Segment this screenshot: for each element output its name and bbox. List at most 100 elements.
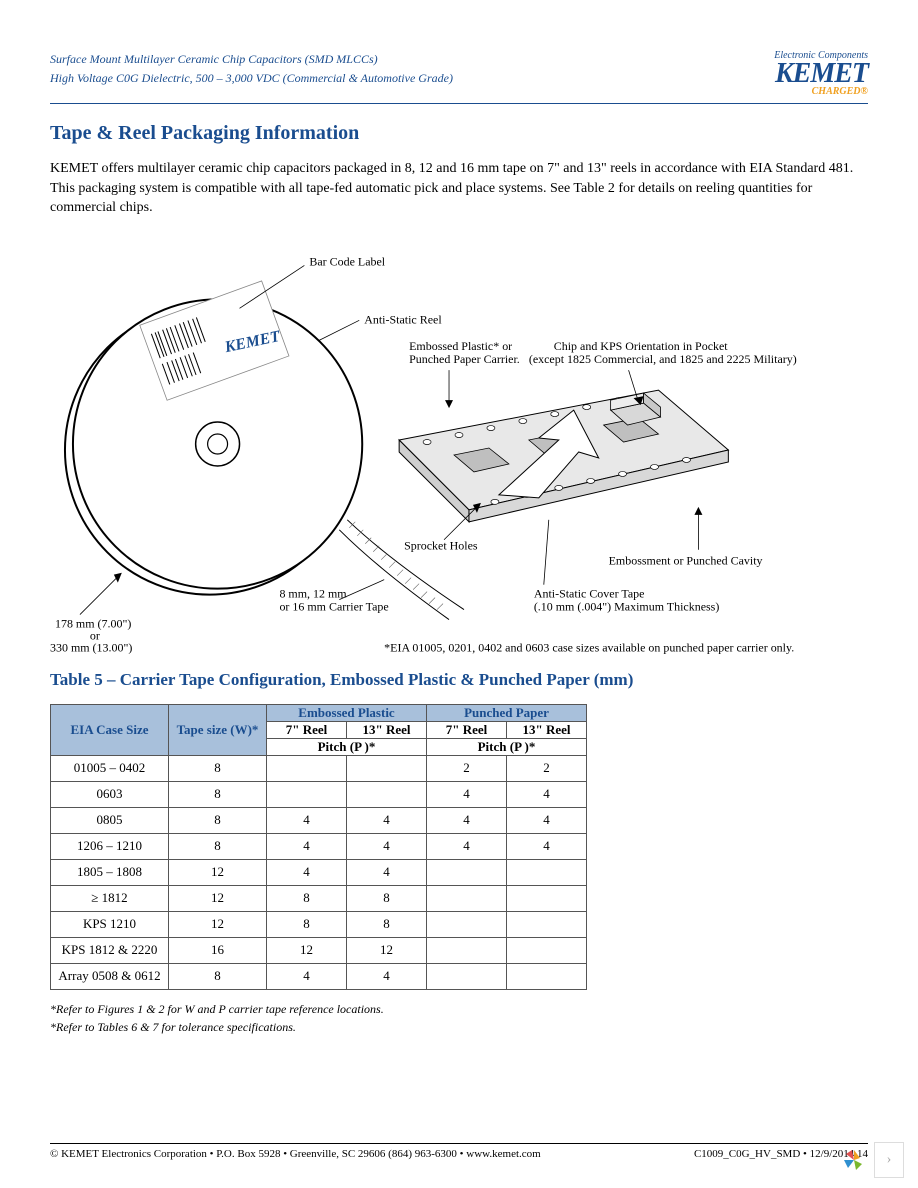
table-cell: [347, 755, 427, 781]
label-cover2: (.10 mm (.004") Maximum Thickness): [534, 600, 720, 614]
table-cell: 0603: [51, 781, 169, 807]
section-body: KEMET offers multilayer ceramic chip cap…: [50, 159, 868, 218]
table-cell: 8: [169, 833, 267, 859]
table-row: 1206 – 121084444: [51, 833, 587, 859]
carrier-tape-table: EIA Case Size Tape size (W)* Embossed Pl…: [50, 704, 587, 990]
table-cell: [347, 781, 427, 807]
table-cell: 1805 – 1808: [51, 859, 169, 885]
table-cell: 2: [507, 755, 587, 781]
table-cell: 8: [267, 885, 347, 911]
col-case: EIA Case Size: [51, 704, 169, 755]
header-right: Electronic Components KEMET CHARGED®: [774, 50, 868, 97]
page-header: Surface Mount Multilayer Ceramic Chip Ca…: [50, 50, 868, 104]
packaging-diagram: KEMET: [50, 230, 868, 660]
table-cell: 4: [347, 833, 427, 859]
label-carrier-type1: Embossed Plastic* or: [409, 339, 512, 353]
table-cell: 4: [347, 859, 427, 885]
label-carrier-type2: Punched Paper Carrier.: [409, 352, 520, 366]
table-cell: 12: [169, 885, 267, 911]
table-cell: 4: [507, 833, 587, 859]
table-row: KPS 12101288: [51, 911, 587, 937]
pager-logo-icon: [840, 1146, 868, 1174]
label-reel-size3: 330 mm (13.00"): [50, 640, 132, 654]
label-chip-orient2: (except 1825 Commercial, and 1825 and 22…: [529, 352, 797, 366]
grp-punched: Punched Paper: [427, 704, 587, 721]
table-cell: 4: [507, 781, 587, 807]
table-row: 06038 44: [51, 781, 587, 807]
table-cell: 4: [427, 833, 507, 859]
table-cell: 8: [347, 911, 427, 937]
sub-13reel-e: 13" Reel: [347, 721, 427, 738]
sub-pitch-e: Pitch (P )*: [267, 738, 427, 755]
table-cell: 8: [267, 911, 347, 937]
label-barcode: Bar Code Label: [309, 254, 385, 268]
table-cell: [507, 963, 587, 989]
table-cell: 8: [169, 781, 267, 807]
sub-7reel-p: 7" Reel: [427, 721, 507, 738]
table-cell: 4: [427, 807, 507, 833]
table-cell: [267, 781, 347, 807]
table-cell: 01005 – 0402: [51, 755, 169, 781]
table-cell: [507, 937, 587, 963]
table-cell: 12: [267, 937, 347, 963]
col-tape: Tape size (W)*: [169, 704, 267, 755]
table-cell: KPS 1210: [51, 911, 169, 937]
sub-13reel-p: 13" Reel: [507, 721, 587, 738]
table-cell: Array 0508 & 0612: [51, 963, 169, 989]
table-cell: [427, 937, 507, 963]
section-title: Tape & Reel Packaging Information: [50, 122, 868, 145]
brand-logo: KEMET: [774, 61, 868, 86]
table-cell: 12: [169, 859, 267, 885]
table-cell: 8: [169, 755, 267, 781]
table-cell: [427, 963, 507, 989]
header-line2: High Voltage C0G Dielectric, 500 – 3,000…: [50, 69, 453, 88]
table-footnotes: *Refer to Figures 1 & 2 for W and P carr…: [50, 1000, 868, 1036]
label-chip-orient1: Chip and KPS Orientation in Pocket: [554, 339, 729, 353]
table-cell: 8: [169, 807, 267, 833]
table-cell: 4: [267, 833, 347, 859]
table-cell: 1206 – 1210: [51, 833, 169, 859]
table-cell: 12: [347, 937, 427, 963]
table-cell: 4: [267, 859, 347, 885]
label-embossment: Embossment or Punched Cavity: [609, 554, 763, 568]
label-cover1: Anti-Static Cover Tape: [534, 587, 645, 601]
pager: ›: [840, 1142, 904, 1178]
table-cell: 0805: [51, 807, 169, 833]
table-cell: 16: [169, 937, 267, 963]
table-title: Table 5 – Carrier Tape Configuration, Em…: [50, 670, 868, 690]
table-row: KPS 1812 & 2220161212: [51, 937, 587, 963]
sub-7reel-e: 7" Reel: [267, 721, 347, 738]
table-cell: 4: [347, 963, 427, 989]
table-cell: 4: [427, 781, 507, 807]
table-cell: 4: [267, 807, 347, 833]
chevron-right-icon: ›: [887, 1152, 892, 1168]
label-tape1: 8 mm, 12 mm: [279, 587, 347, 601]
table-row: Array 0508 & 0612844: [51, 963, 587, 989]
table-cell: [267, 755, 347, 781]
footnote1: *Refer to Figures 1 & 2 for W and P carr…: [50, 1000, 868, 1018]
label-sprocket: Sprocket Holes: [404, 539, 478, 553]
footer-left: © KEMET Electronics Corporation • P.O. B…: [50, 1148, 541, 1160]
label-tape2: or 16 mm Carrier Tape: [279, 600, 388, 614]
table-cell: 2: [427, 755, 507, 781]
table-cell: KPS 1812 & 2220: [51, 937, 169, 963]
table-cell: 4: [267, 963, 347, 989]
diagram-footnote: *EIA 01005, 0201, 0402 and 0603 case siz…: [384, 640, 794, 654]
table-cell: 8: [347, 885, 427, 911]
page-footer: © KEMET Electronics Corporation • P.O. B…: [50, 1143, 868, 1160]
table-cell: [427, 885, 507, 911]
footnote2: *Refer to Tables 6 & 7 for tolerance spe…: [50, 1018, 868, 1036]
table-row: ≥ 18121288: [51, 885, 587, 911]
table-cell: [507, 885, 587, 911]
next-page-button[interactable]: ›: [874, 1142, 904, 1178]
table-cell: [427, 859, 507, 885]
table-cell: 8: [169, 963, 267, 989]
table-cell: [427, 911, 507, 937]
label-antistatic-reel: Anti-Static Reel: [364, 312, 442, 326]
table-row: 080584444: [51, 807, 587, 833]
table-cell: 4: [347, 807, 427, 833]
table-cell: 4: [507, 807, 587, 833]
table-row: 01005 – 04028 22: [51, 755, 587, 781]
header-line1: Surface Mount Multilayer Ceramic Chip Ca…: [50, 50, 453, 69]
sub-pitch-p: Pitch (P )*: [427, 738, 587, 755]
